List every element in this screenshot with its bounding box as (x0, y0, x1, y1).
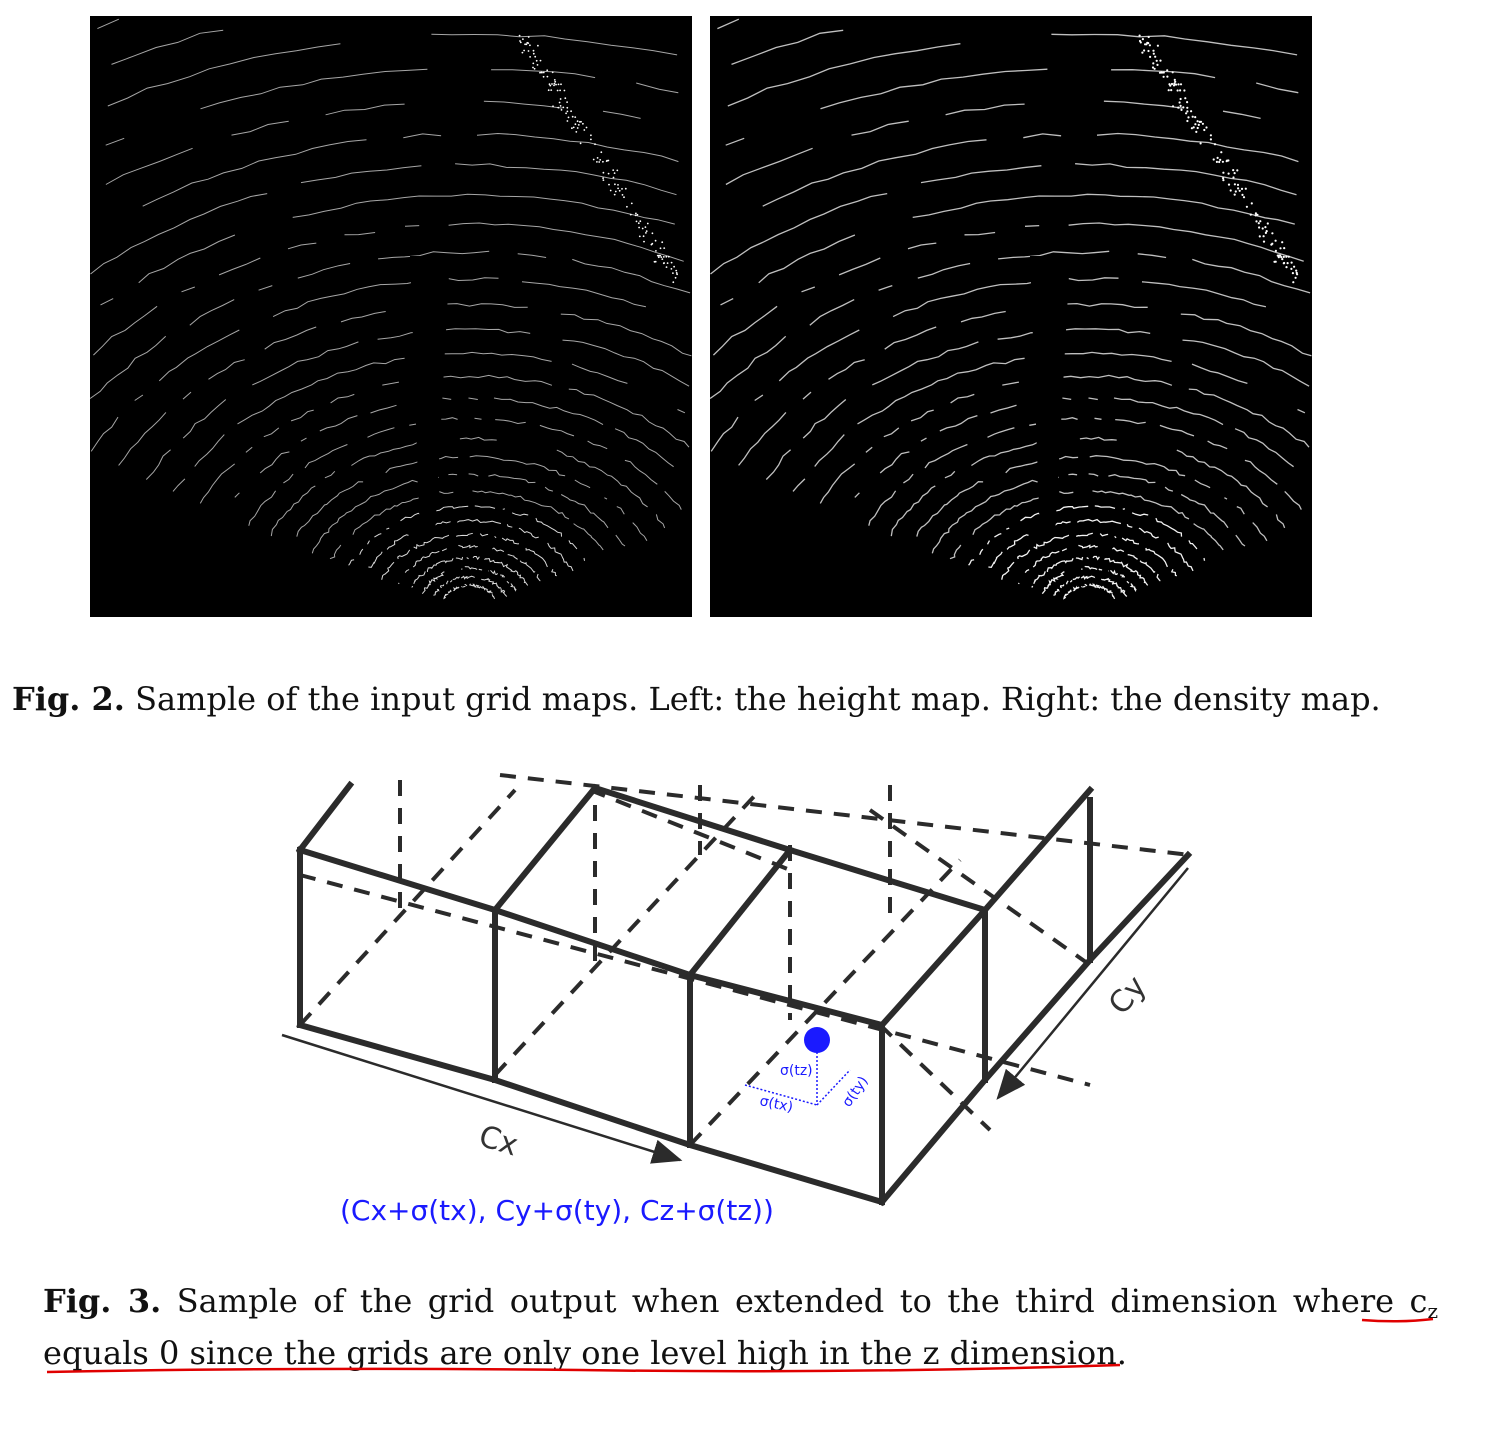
grid-3d-diagram: Cx Cy σ(tz) σ(tx) σ(ty) (Cx+σ(tx), Cy+σ(… (281, 773, 1193, 1227)
tx-label: σ(tx) (758, 1093, 794, 1116)
cy-arrow (996, 867, 1189, 1100)
density-map-points (710, 16, 1312, 617)
figure-2-label: Fig. 2. (12, 680, 125, 718)
figure-3-caption-subscript: z (1427, 1299, 1439, 1323)
figure-3-caption-line-1: Fig. 3. Sample of the grid output when e… (43, 1280, 1438, 1332)
figure-3-caption-text-1: Sample of the grid output when extended … (161, 1282, 1428, 1320)
height-map-image (90, 16, 692, 617)
figure-3-caption-line-2: equals 0 since the grids are only one le… (43, 1334, 1127, 1372)
tz-label: σ(tz) (780, 1063, 813, 1079)
figure-3-label: Fig. 3. (43, 1282, 162, 1320)
visible-grid-edges (295, 780, 1193, 1207)
height-map-points (90, 16, 692, 617)
density-map-image (710, 16, 1312, 617)
figure-2-caption-text: Sample of the input grid maps. Left: the… (124, 680, 1381, 718)
figure-2-caption: Fig. 2. Sample of the input grid maps. L… (12, 678, 1482, 720)
offset-guides (744, 1040, 851, 1106)
coordinate-formula: (Cx+σ(tx), Cy+σ(ty), Cz+σ(tz)) (340, 1194, 774, 1227)
offset-point (804, 1027, 830, 1053)
figure-3-caption: Fig. 3. Sample of the grid output when e… (43, 1280, 1438, 1374)
cx-arrow (281, 1033, 683, 1164)
